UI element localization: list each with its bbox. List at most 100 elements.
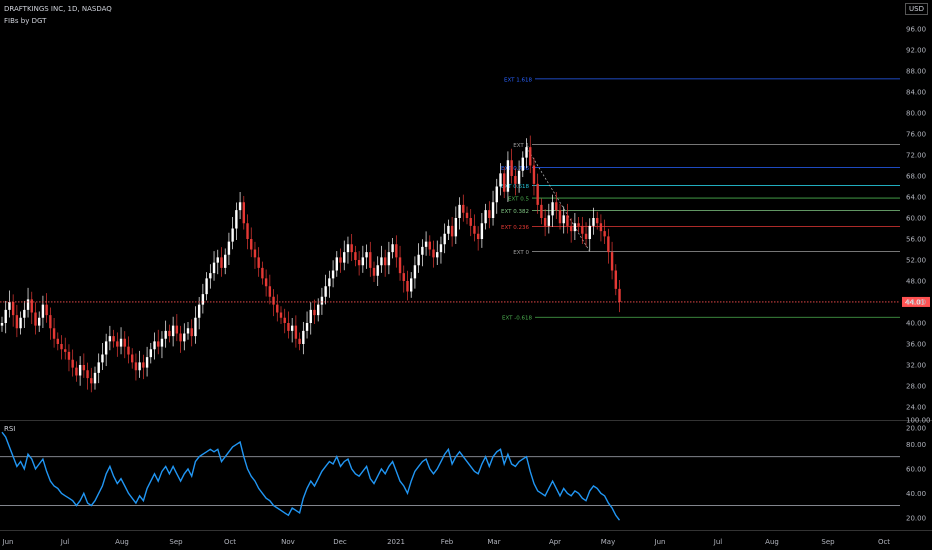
time-axis: Jun Jul Aug Sep Oct Nov Dec 2021 Feb Mar Apr May Jun…	[2, 538, 891, 546]
candle-body	[339, 257, 342, 263]
candle-body	[588, 225, 591, 239]
time-tick-label: Jun	[2, 538, 14, 546]
time-tick-label: Jun	[654, 538, 666, 546]
candle-body	[127, 346, 130, 355]
candle-body	[78, 365, 82, 376]
fib-label: EXT 1	[513, 143, 529, 149]
candle-body	[19, 317, 22, 329]
price-tick-label: 92.00	[906, 47, 926, 55]
candle-body	[38, 317, 41, 326]
price-axis: 20.00 24.00 28.00 32.00 36.00 40.00 44.00 48.00…	[906, 26, 931, 523]
candle-body	[60, 344, 63, 350]
candle-body	[209, 273, 212, 279]
rsi-pane	[0, 431, 900, 521]
candle-body	[454, 218, 458, 237]
candle-body	[283, 317, 286, 323]
candle-body	[484, 210, 487, 224]
candle-body	[302, 330, 305, 344]
symbol-title[interactable]: DRAFTKINGS INC, 1D, NASDAQ	[4, 5, 112, 13]
price-tick-label: 24.00	[906, 404, 926, 412]
candle-body	[264, 278, 268, 287]
candle-body	[488, 210, 491, 218]
candle-body	[34, 312, 37, 326]
candle-body	[287, 323, 290, 331]
fib-zigzag	[526, 146, 591, 252]
candle-body	[8, 302, 11, 310]
candle-body	[279, 312, 283, 318]
candle-body	[610, 252, 614, 271]
rsi-label[interactable]: RSI	[4, 425, 16, 433]
candle-body	[41, 304, 45, 318]
time-tick-label: Aug	[115, 538, 129, 546]
candle-body	[138, 362, 141, 371]
candle-body	[491, 202, 495, 218]
candle-body	[596, 218, 599, 224]
rsi-tick-label: 20.00	[906, 514, 926, 522]
time-tick-label: Feb	[441, 538, 454, 546]
time-tick-label: Jul	[713, 538, 723, 546]
candle-body	[194, 317, 197, 337]
fib-label: EXT -0.618	[502, 316, 532, 322]
candle-body	[15, 315, 19, 329]
candle-body	[131, 354, 134, 363]
candle-body	[562, 215, 565, 224]
candle-body	[603, 231, 606, 237]
candle-body	[227, 241, 231, 255]
candle-body	[253, 249, 257, 258]
time-tick-label: Oct	[878, 538, 890, 546]
candle-body	[346, 244, 350, 253]
candlestick-series: 44.01	[0, 135, 930, 393]
candle-body	[555, 202, 558, 211]
candle-body	[197, 304, 201, 318]
candle-body	[462, 204, 465, 213]
candle-body	[52, 328, 56, 339]
candle-body	[168, 330, 171, 337]
price-tick-label: 52.00	[906, 257, 926, 265]
time-tick-label: May	[601, 538, 615, 546]
candle-body	[331, 270, 335, 279]
candle-body	[577, 223, 580, 226]
candle-body	[290, 325, 294, 331]
candle-body	[26, 299, 30, 310]
candle-body	[387, 252, 391, 266]
candle-body	[112, 336, 115, 342]
candle-body	[242, 202, 245, 224]
candle-body	[354, 252, 357, 260]
candle-body	[160, 338, 164, 347]
candle-body	[395, 244, 398, 258]
candle-body	[82, 365, 86, 371]
candle-body	[495, 186, 498, 203]
candle-body	[123, 338, 126, 347]
candle-body	[108, 336, 112, 342]
candle-body	[231, 228, 234, 242]
candle-body	[361, 257, 365, 266]
candle-body	[410, 278, 413, 292]
candle-body	[324, 286, 327, 297]
price-tick-label: 36.00	[906, 341, 926, 349]
candle-body	[305, 323, 309, 331]
price-tick-label: 56.00	[906, 236, 926, 244]
candle-body	[343, 252, 346, 263]
candle-body	[45, 304, 48, 316]
candle-body	[328, 278, 331, 287]
candle-body	[246, 223, 249, 239]
candle-body	[145, 357, 149, 368]
candle-body	[506, 160, 510, 192]
candle-body	[298, 338, 301, 344]
time-tick-label: Jul	[60, 538, 70, 546]
candle-body	[0, 323, 4, 326]
candle-body	[119, 338, 123, 347]
currency-badge[interactable]: USD	[905, 3, 928, 15]
candle-body	[480, 223, 484, 239]
last-price-badge	[902, 296, 930, 307]
rsi-tick-label: 100.00	[906, 417, 931, 425]
candle-body	[566, 215, 569, 226]
candle-body	[93, 372, 97, 384]
candle-body	[439, 244, 443, 253]
price-tick-label: 84.00	[906, 89, 926, 97]
indicator-title[interactable]: FIBs by DGT	[4, 17, 47, 25]
price-tick-label: 80.00	[906, 110, 926, 118]
candle-body	[183, 333, 186, 342]
candle-body	[402, 273, 405, 281]
candle-body	[569, 225, 573, 232]
